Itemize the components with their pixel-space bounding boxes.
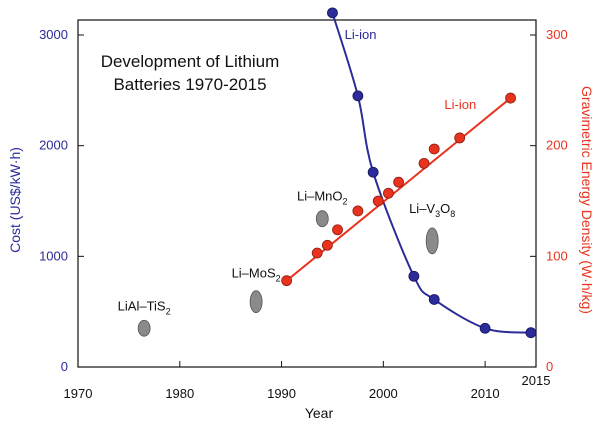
battery-chemistry-marker [425,227,439,255]
energy-data-point [352,205,364,217]
energy-data-point [372,195,384,207]
energy-data-point [332,224,343,236]
y-left-tick-label: 1000 [39,248,68,263]
cost-series-curve [331,12,532,334]
cost-data-point [479,322,491,334]
battery-chemistry-marker [249,290,263,314]
battery-chemistry-marker [137,319,151,337]
x-tick-label: 2000 [369,386,398,401]
plot-frame [77,19,537,368]
energy-data-point [281,275,293,287]
y-left-tick-label: 3000 [39,27,68,42]
cost-data-point [352,90,364,102]
y-right-tick-label: 100 [546,248,568,263]
y-left-tick-label: 2000 [39,138,68,153]
y-right-tick-label: 200 [546,138,568,153]
y-axis-left-title: Cost (US$/kW·h) [7,147,23,253]
chart-title-line-1: Development of Lithium [101,52,280,71]
energy-fit-line [286,97,512,282]
energy-data-point [428,143,440,155]
chart-marks: LiAl–TiS2 Li–MoS2 Li–MnO2 Li–V3O8 Li-ion Li-i… [118,7,537,339]
energy-data-point [321,239,333,251]
energy-series-label: Li-ion [444,97,476,112]
x-tick-label: 1990 [267,386,296,401]
x-tick-label: 2010 [471,386,500,401]
cost-data-point [367,166,379,178]
chart-axes: 1970 1980 1990 2000 201020150100020003000010… [39,19,568,401]
energy-data-point [454,132,466,144]
x-tick-label: 1980 [165,386,194,401]
y-right-tick-label: 300 [546,27,568,42]
energy-data-point [418,157,430,169]
x-tick-label: 1970 [64,386,93,401]
x-tick-label: 2015 [522,373,551,388]
energy-data-point [311,247,323,259]
battery-chemistry-label: Li–MnO2 [297,189,348,207]
battery-chemistry-label: Li–MoS2 [232,266,281,284]
x-axis-title: Year [305,405,334,421]
battery-chemistry-label: LiAl–TiS2 [118,298,171,316]
battery-chemistry-marker [315,210,329,228]
y-left-tick-label: 0 [61,359,68,374]
energy-data-point [383,187,394,199]
y-axis-right-title: Gravimetric Energy Density (W·h/kg) [579,86,595,314]
energy-data-point [505,92,516,104]
chart-title-line-2: Batteries 1970-2015 [113,75,266,94]
cost-data-point [408,270,420,282]
energy-data-point [393,176,405,188]
cost-data-point [327,7,338,19]
battery-chemistry-label: Li–V3O8 [409,201,455,219]
cost-data-point [525,327,537,339]
cost-data-point [428,294,440,305]
y-right-tick-label: 0 [546,359,553,374]
cost-series-label: Li-ion [345,27,377,42]
